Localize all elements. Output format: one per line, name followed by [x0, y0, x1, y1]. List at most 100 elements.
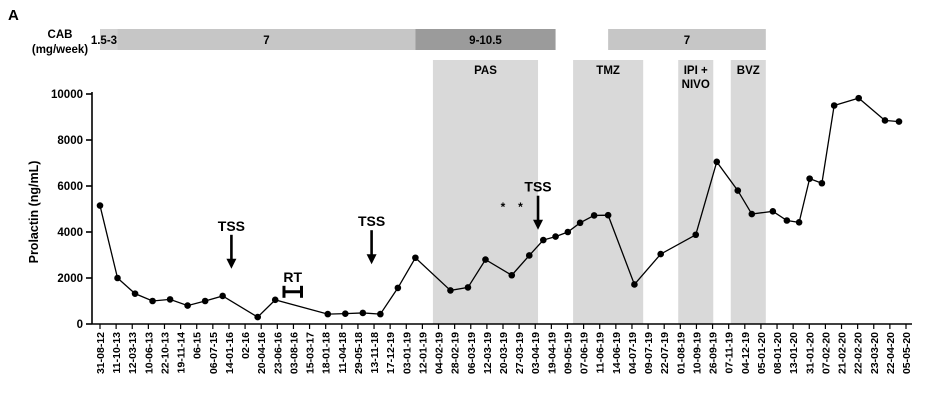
data-point	[692, 231, 700, 239]
x-tick-label: 23-03-20	[869, 332, 881, 374]
data-point	[552, 233, 559, 240]
cab-bar	[415, 29, 556, 50]
data-point	[881, 117, 889, 124]
x-tick-label: 05-01-20	[756, 332, 768, 374]
x-tick-label: 18-01-18	[321, 332, 333, 374]
data-point	[895, 118, 903, 125]
x-tick-label: 20-04-16	[256, 332, 268, 374]
x-tick-label: 09-05-19	[562, 332, 574, 374]
x-tick-label: 07-06-19	[579, 332, 591, 374]
data-point	[254, 313, 261, 321]
data-point	[219, 292, 226, 300]
x-tick-label: 19-04-19	[546, 332, 558, 374]
y-tick-label: 2000	[57, 273, 83, 285]
data-point	[657, 250, 664, 258]
data-point	[482, 256, 489, 263]
x-tick-label: 13-11-18	[369, 332, 381, 374]
x-tick-label: 06-03-19	[466, 332, 478, 374]
treatment-band	[573, 60, 644, 324]
y-tick-label: 8000	[57, 135, 83, 147]
treatment-label: BVZ	[737, 65, 760, 77]
data-point	[149, 297, 156, 305]
data-point	[525, 252, 533, 259]
data-point	[359, 309, 367, 317]
x-tick-label: 08-01-20	[772, 332, 784, 374]
cab-label-line2: (mg/week)	[32, 44, 88, 56]
annotations: TSS TSS TSS RT * *	[218, 179, 552, 298]
x-tick-label: 10-06-13	[143, 332, 155, 374]
prolactin-series	[96, 94, 903, 321]
treatment-label: PAS	[474, 65, 497, 77]
tss-label: TSS	[358, 213, 385, 229]
treatment-band	[432, 60, 539, 324]
data-point	[412, 254, 419, 262]
treatment-label: IPI +	[684, 65, 708, 77]
x-tick-label: 21-02-20	[837, 332, 849, 374]
x-tick-label: 11-04-18	[337, 332, 349, 374]
cab-dose-bars: 1.5-3.5 7 9-10.5 7	[91, 29, 766, 50]
x-tick-label: 14-01-16	[224, 332, 236, 374]
rt-label: RT	[283, 269, 302, 285]
data-point	[377, 310, 384, 318]
cab-bar	[117, 29, 416, 50]
data-point	[166, 296, 174, 303]
treatment-label: NIVO	[682, 79, 710, 91]
x-tick-label: 06-07-15	[208, 332, 220, 374]
x-tick-label: 13-01-20	[788, 332, 800, 374]
x-tick-label: 12-01-19	[417, 332, 429, 374]
x-tick-label: 10-09-19	[691, 332, 703, 374]
x-tick-label: 20-03-19	[498, 332, 510, 374]
data-point	[631, 281, 638, 288]
data-point	[131, 290, 139, 297]
data-point	[201, 297, 209, 305]
data-point	[114, 274, 121, 282]
cab-label-line1: CAB	[48, 29, 73, 41]
data-point	[184, 302, 191, 309]
tss-label: TSS	[524, 179, 551, 195]
x-tick-label: 05-05-20	[901, 332, 913, 374]
y-tick-label: 0	[77, 319, 83, 331]
data-point	[795, 219, 803, 226]
x-tick-label: 04-07-19	[627, 332, 639, 374]
x-tick-label: 02-16	[240, 332, 252, 359]
cab-bar	[608, 29, 766, 50]
tss-arrow-head	[366, 254, 377, 265]
treatment-label: TMZ	[596, 65, 620, 77]
data-point	[540, 236, 547, 244]
x-tick-label: 29-05-18	[353, 332, 365, 374]
cab-bar-label: 9-10.5	[469, 35, 502, 47]
x-tick-label: 12-03-13	[127, 332, 139, 374]
x-tick-label: 28-02-19	[450, 332, 462, 374]
x-tick-label: 26-09-19	[708, 332, 720, 374]
data-point	[830, 102, 838, 109]
data-point	[324, 310, 332, 318]
data-point	[96, 202, 104, 209]
data-point	[713, 158, 721, 166]
y-axis-label: Prolactin (ng/mL)	[27, 161, 41, 264]
data-point	[447, 287, 454, 294]
y-tick-label: 6000	[57, 181, 83, 193]
x-tick-label: 07-11-19	[724, 332, 736, 374]
tss-label: TSS	[218, 218, 245, 234]
axes: 0 2000 4000 6000 8000 10000 31-08-12 11-10-13 12…	[51, 89, 913, 374]
y-tick-label: 10000	[51, 89, 83, 101]
y-tick-label: 4000	[57, 227, 83, 239]
data-point	[769, 208, 777, 215]
x-tick-label: 12-03-19	[482, 332, 494, 374]
x-tick-label: 22-10-13	[159, 332, 171, 374]
x-tick-label: 07-02-20	[820, 332, 832, 374]
x-tick-label: 22-02-20	[853, 332, 865, 374]
x-tick-label: 03-04-19	[530, 332, 542, 374]
x-tick-label: 15-03-17	[305, 332, 317, 374]
tss-arrow-head	[533, 219, 544, 230]
x-tick-label: 27-03-19	[514, 332, 526, 374]
data-point	[783, 217, 791, 224]
data-point	[576, 219, 584, 227]
data-point	[590, 212, 598, 219]
data-point	[734, 187, 742, 194]
data-point	[394, 284, 402, 292]
cab-bar-label: 7	[263, 35, 269, 47]
x-tick-label: 11-10-13	[111, 332, 123, 374]
x-tick-label: 04-02-19	[434, 332, 446, 374]
